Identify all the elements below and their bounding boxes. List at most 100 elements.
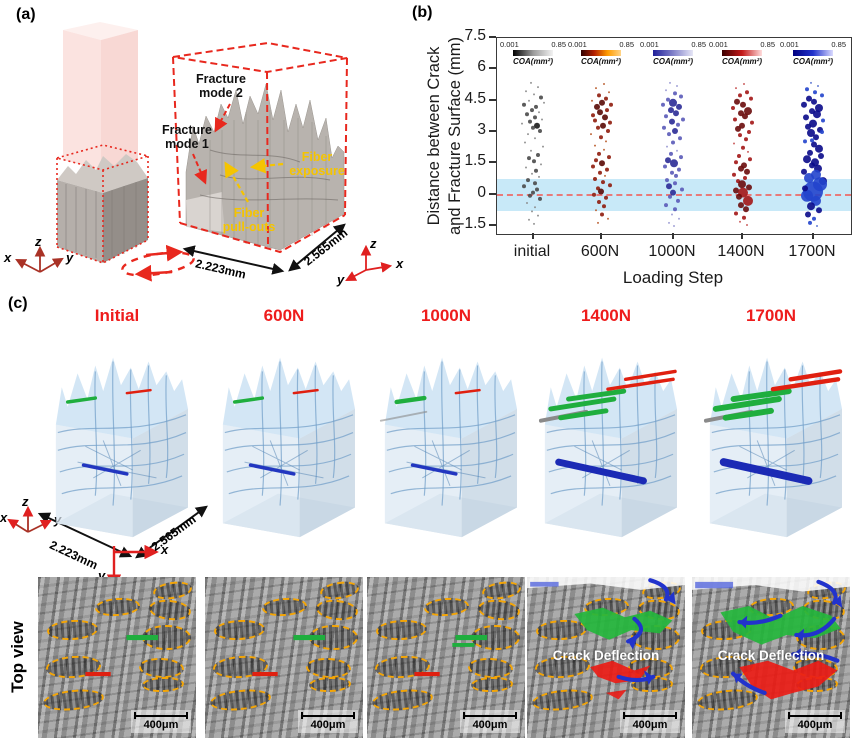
y-tick-label: -1.5 xyxy=(459,215,486,232)
crack-annotation-overlay xyxy=(692,577,850,700)
colorbar-group: 0.001 0.85 COA(mm²) xyxy=(568,40,634,66)
top-view-row-label: Top view xyxy=(8,621,27,693)
panel-b-label: (b) xyxy=(412,4,433,21)
colorbar-gradient xyxy=(513,50,553,56)
crack-3d-view: 1400N xyxy=(527,306,685,544)
roi-dotted-box xyxy=(53,144,151,264)
y-tick-label: 1.5 xyxy=(464,152,486,170)
panel-a-illustration xyxy=(15,22,393,282)
top-view-micrograph: Crack Deflection 400μm xyxy=(527,577,685,738)
green-crack-streak xyxy=(65,396,98,404)
scale-bar: 400μm xyxy=(620,710,680,733)
loading-step-label: Initial xyxy=(94,306,140,325)
x-tick-label: 1700N xyxy=(788,243,836,260)
panel-b-scatter-chart: (b) Distance between Crack and Fracture … xyxy=(400,0,853,300)
green-crack-streak xyxy=(232,396,265,404)
colorbar-label: COA(mm²) xyxy=(793,57,833,66)
x-tick-mark xyxy=(672,233,674,239)
axis-x-label: x xyxy=(396,256,404,271)
box-front-face xyxy=(544,424,622,538)
scale-bar-label: 400μm xyxy=(472,719,508,731)
axis-y-label: y xyxy=(66,250,74,265)
crack-3d-render xyxy=(703,357,843,538)
y-tick-label: 4.5 xyxy=(464,89,486,107)
fracture-mode-2-label: Fracture mode 2 xyxy=(178,72,264,100)
blue-crack-streak xyxy=(555,458,647,485)
crack-network xyxy=(711,361,841,506)
scale-bar-label: 400μm xyxy=(797,719,833,731)
scale-bar-label: 400μm xyxy=(310,719,346,731)
x-tick-label: 1000N xyxy=(648,243,696,260)
blue-crack-streak xyxy=(410,463,458,476)
fracture-mode-1-line1: Fracture xyxy=(161,123,213,137)
fiber-pullouts-line2: pull-outs xyxy=(222,220,276,234)
fracture-mode-2-line2: mode 2 xyxy=(199,86,243,100)
green-crack-streak xyxy=(548,388,627,421)
scale-bar: 400μm xyxy=(785,710,845,733)
fracture-mode-1-label: Fracture mode 1 xyxy=(152,123,222,151)
y-tick-mark xyxy=(489,98,496,101)
red-crack-streak xyxy=(454,388,481,395)
colorbar-minmax: 0.001 0.85 xyxy=(568,40,634,49)
y-tick-label: 0 xyxy=(477,183,486,201)
box-right-face xyxy=(461,408,517,538)
gray-crack-streak xyxy=(379,410,428,422)
colorbar-label: COA(mm²) xyxy=(653,57,693,66)
colorbar-max: 0.85 xyxy=(619,40,634,49)
x-tick-mark xyxy=(532,233,534,239)
crack-annotation-overlay xyxy=(252,634,326,677)
box-right-face xyxy=(299,408,355,538)
red-crack-streak xyxy=(606,369,677,391)
y-tick-mark xyxy=(489,130,496,132)
y-tick-mark xyxy=(489,192,496,195)
crack-network xyxy=(224,361,354,506)
y-tick-mark xyxy=(489,67,496,70)
crack-network xyxy=(57,361,187,506)
colorbar-group: 0.001 0.85 COA(mm²) xyxy=(709,40,775,66)
crack-cloud xyxy=(222,357,355,439)
colorbar-max: 0.85 xyxy=(691,40,706,49)
colorbar-gradient xyxy=(793,50,833,56)
colorbar-minmax: 0.001 0.85 xyxy=(640,40,706,49)
top-view-micrograph: 400μm xyxy=(38,577,196,738)
colorbar-group: 0.001 0.85 COA(mm²) xyxy=(500,40,566,66)
axis-x-label: x xyxy=(4,250,12,265)
fiber-pullouts-label: Fiber pull-outs xyxy=(212,206,286,234)
crack-cloud xyxy=(384,357,517,439)
colorbar-min: 0.001 xyxy=(500,40,519,49)
x-tick-label: 600N xyxy=(580,243,620,260)
y-tick-mark xyxy=(489,161,496,164)
fiber-exposure-line2: exposure xyxy=(289,164,345,178)
crack-3d-render xyxy=(538,357,677,538)
axis-triad-right xyxy=(345,244,393,282)
crack-3d-view: 1700N xyxy=(692,306,850,544)
panel-c-crack-evolution: (c) Top view 2.223mm 2.565mm z x y x y I… xyxy=(0,290,853,743)
red-crack-streak xyxy=(770,369,843,392)
scale-bar: 400μm xyxy=(298,710,358,733)
x-tick-label: initial xyxy=(513,243,551,260)
panel-a-label: (a) xyxy=(16,6,36,23)
scanned-fracture-cube xyxy=(57,154,148,263)
fiber-exposure-label: Fiber exposure xyxy=(284,150,350,178)
crack-annotation-overlay xyxy=(85,634,159,677)
x-tick-mark xyxy=(741,233,743,239)
colorbar-minmax: 0.001 0.85 xyxy=(780,40,846,49)
box-front-face xyxy=(709,424,787,538)
colorbar-label: COA(mm²) xyxy=(581,57,621,66)
crack-annotation-overlay xyxy=(414,634,488,677)
crack-3d-render xyxy=(379,357,517,538)
crack-deflection-label: Crack Deflection xyxy=(717,647,825,663)
colorbar-min: 0.001 xyxy=(709,40,728,49)
colorbar-gradient xyxy=(581,50,621,56)
scale-bar: 400μm xyxy=(460,710,520,733)
crack-3d-view: 600N xyxy=(205,306,363,544)
x-tick-mark xyxy=(812,233,814,239)
colorbar-max: 0.85 xyxy=(760,40,775,49)
box-front-face xyxy=(384,424,462,538)
axis-z-label: z xyxy=(35,234,42,249)
colorbar-min: 0.001 xyxy=(780,40,799,49)
crack-3d-view: 1000N xyxy=(367,306,525,544)
crack-cloud xyxy=(55,357,188,439)
axis-triad-left xyxy=(15,245,64,273)
green-crack-streak xyxy=(712,388,792,421)
